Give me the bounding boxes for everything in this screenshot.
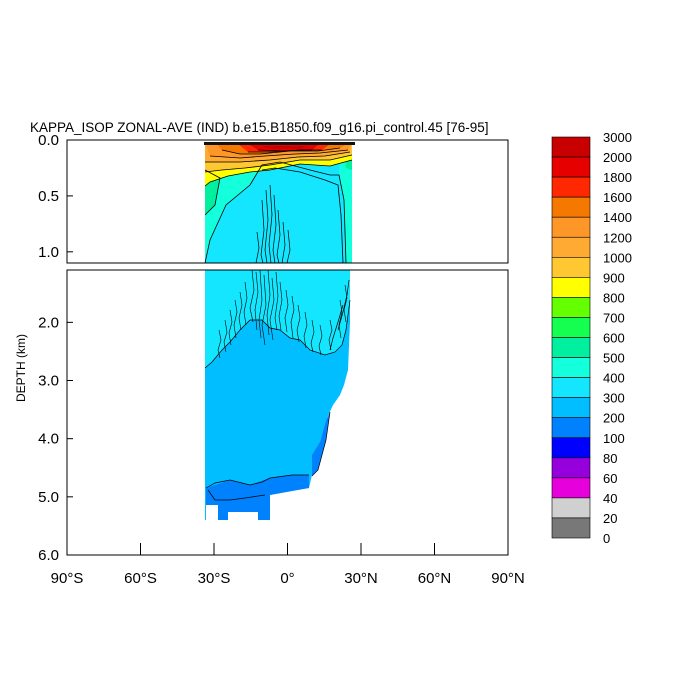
colorbar-swatch <box>551 236 591 258</box>
colorbar-swatch <box>551 297 591 318</box>
y-tick-label: 6.0 <box>38 547 59 564</box>
y-tick-label: 2.0 <box>38 314 59 331</box>
field-100-200 <box>206 475 309 520</box>
y-tick-label: 4.0 <box>38 431 59 448</box>
y-tick-label: 0.0 <box>38 132 59 149</box>
colorbar-label: 60 <box>603 471 617 486</box>
colorbar-swatch <box>551 477 591 499</box>
colorbar: 3000200018001600140012001000900800700600… <box>551 130 632 546</box>
colorbar-label: 600 <box>603 331 625 346</box>
colorbar-label: 80 <box>603 451 617 466</box>
colorbar-label: 700 <box>603 310 625 325</box>
colorbar-label: 2000 <box>603 150 632 165</box>
y-axis: 0.0 0.5 1.0 2.0 3.0 4.0 5.0 6.0 <box>38 132 73 564</box>
colorbar-swatch <box>551 216 591 238</box>
field-2000-3000 <box>262 146 306 149</box>
x-tick-label: 90°S <box>51 570 84 587</box>
vertical-streaks-top <box>255 184 291 263</box>
colorbar-label: 200 <box>603 411 625 426</box>
x-tick-label: 60°N <box>418 570 452 587</box>
x-tick-label: 30°S <box>198 570 231 587</box>
colorbar-swatch <box>551 196 591 218</box>
colorbar-label: 0 <box>603 531 610 546</box>
colorbar-swatch <box>551 457 591 479</box>
x-tick-label: 60°S <box>124 570 157 587</box>
colorbar-swatch <box>551 176 591 198</box>
field-100-200-north <box>312 412 330 476</box>
colorbar-label: 400 <box>603 371 625 386</box>
colorbar-label: 100 <box>603 431 625 446</box>
chart-title: KAPPA_ISOP ZONAL-AVE (IND) b.e15.B1850.f… <box>30 120 489 135</box>
colorbar-label: 1000 <box>603 250 632 265</box>
y-tick-label: 5.0 <box>38 489 59 506</box>
colorbar-swatch <box>551 337 591 358</box>
colorbar-label: 1600 <box>603 190 632 205</box>
vertical-streaks-bottom <box>217 270 348 359</box>
x-tick-label: 30°N <box>344 570 378 587</box>
field-400-500-north <box>339 142 352 263</box>
y-tick-label: 3.0 <box>38 373 59 390</box>
colorbar-swatch <box>551 517 591 539</box>
colorbar-swatch <box>551 497 591 519</box>
x-axis: 90°S 60°S 30°S 0° 30°N 60°N 90°N <box>51 543 525 587</box>
colorbar-label: 20 <box>603 511 617 526</box>
colorbar-swatch <box>551 357 591 378</box>
colorbar-swatch <box>551 317 591 338</box>
colorbar-label: 900 <box>603 270 625 285</box>
colorbar-swatch <box>551 256 591 278</box>
colorbar-swatch <box>551 277 591 298</box>
colorbar-swatch <box>551 136 591 158</box>
colorbar-swatch <box>551 397 591 418</box>
contour-lines-bottom <box>204 279 351 501</box>
y-tick-label: 1.0 <box>38 244 59 261</box>
colorbar-label: 1800 <box>603 170 632 185</box>
colorbar-label: 800 <box>603 290 625 305</box>
colorbar-label: 300 <box>603 391 625 406</box>
contour-lines-top <box>204 147 353 263</box>
colorbar-label: 1200 <box>603 230 632 245</box>
bottom-panel-field <box>204 270 351 520</box>
colorbar-label: 40 <box>603 491 617 506</box>
colorbar-label: 1400 <box>603 210 632 225</box>
colorbar-swatch <box>551 437 591 459</box>
surface-bar <box>204 142 355 145</box>
y-tick-label: 0.5 <box>38 188 59 205</box>
colorbar-swatch <box>551 417 591 439</box>
top-panel-field <box>204 142 355 263</box>
colorbar-label: 3000 <box>603 130 632 145</box>
colorbar-swatch <box>551 156 591 178</box>
field-300-400-bottom <box>205 270 350 368</box>
x-tick-label: 0° <box>280 570 294 587</box>
colorbar-label: 500 <box>603 351 625 366</box>
x-tick-label: 90°N <box>491 570 525 587</box>
y-axis-label: DEPTH (km) <box>14 334 28 402</box>
colorbar-swatch <box>551 377 591 398</box>
top-panel-frame <box>66 139 509 264</box>
